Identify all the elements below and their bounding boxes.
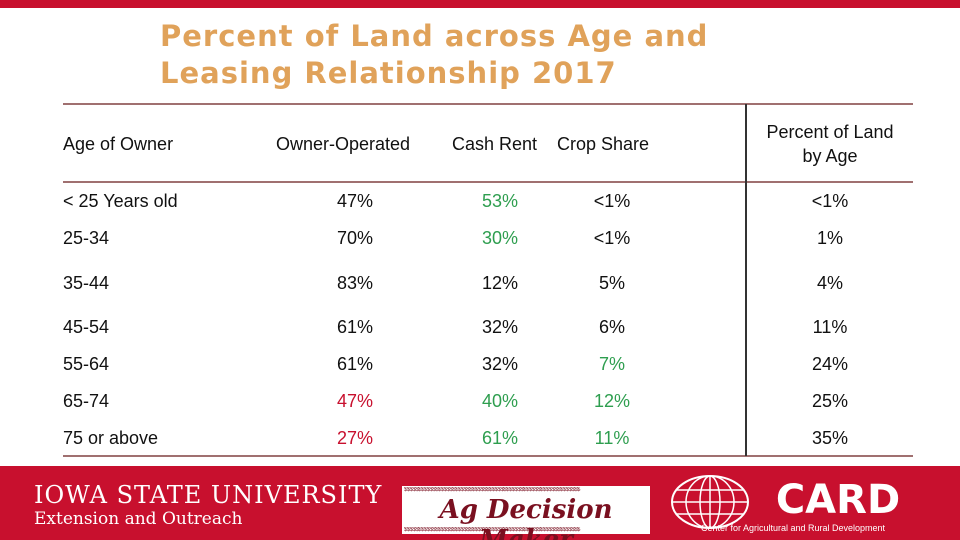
isu-logo-name: IOWA STATE UNIVERSITY xyxy=(34,481,383,509)
slide-title-line-2: Leasing Relationship 2017 xyxy=(160,56,617,90)
cell-owner-operated: 47% xyxy=(336,191,374,211)
cell-owner-operated: 61% xyxy=(336,354,374,374)
isu-logo-unit: Extension and Outreach xyxy=(34,509,243,529)
cell-owner-operated: 61% xyxy=(336,317,374,337)
table-header-rule xyxy=(63,181,913,183)
cell-percent-of-land: 25% xyxy=(811,391,849,411)
card-logo-name: CARD xyxy=(775,477,901,523)
table-top-rule xyxy=(63,103,913,105)
cell-owner-operated: 47% xyxy=(336,391,374,411)
cell-cash-rent: 32% xyxy=(481,354,519,374)
table-row: 25-34 70% 30% <1% 1% xyxy=(0,223,960,253)
cell-owner-operated: 27% xyxy=(336,428,374,448)
table-row: < 25 Years old 47% 53% <1% <1% xyxy=(0,186,960,216)
cell-cash-rent: 40% xyxy=(481,391,519,411)
header-percent-of-land-line-2: by Age xyxy=(802,146,858,166)
header-owner-operated: Owner-Operated xyxy=(276,134,411,154)
cell-crop-share: <1% xyxy=(593,228,631,248)
cell-crop-share: 5% xyxy=(598,273,625,293)
isu-logo: IOWA STATE UNIVERSITY Extension and Outr… xyxy=(34,482,382,530)
cell-cash-rent: 61% xyxy=(481,428,519,448)
table-bottom-rule xyxy=(63,455,913,457)
cell-cash-rent: 32% xyxy=(481,317,519,337)
slide-title: Percent of Land across Age and Leasing R… xyxy=(160,18,860,92)
dollar-pattern-top: $$$$$$$$$$$$$$$$$$$$$$$$$$$$$$$$$$$$$$$$… xyxy=(404,487,580,493)
cell-age: 35-44 xyxy=(63,273,110,293)
cell-percent-of-land: 24% xyxy=(811,354,849,374)
cell-age: < 25 Years old xyxy=(63,191,178,211)
cell-cash-rent: 12% xyxy=(481,273,519,293)
cell-percent-of-land: 35% xyxy=(811,428,849,448)
table-row: 55-64 61% 32% 7% 24% xyxy=(0,349,960,379)
header-percent-of-land: Percent of Land by Age xyxy=(750,120,910,168)
footer-banner: IOWA STATE UNIVERSITY Extension and Outr… xyxy=(0,466,960,540)
cell-crop-share: 6% xyxy=(598,317,625,337)
table-column-divider xyxy=(745,104,747,456)
globe-icon xyxy=(671,475,749,529)
cell-age: 45-54 xyxy=(63,317,110,337)
cell-age: 65-74 xyxy=(63,391,110,411)
cell-owner-operated: 70% xyxy=(336,228,374,248)
cell-percent-of-land: 1% xyxy=(816,228,843,248)
table-row: 75 or above 27% 61% 11% 35% xyxy=(0,423,960,453)
cell-percent-of-land: <1% xyxy=(811,191,849,211)
cell-owner-operated: 83% xyxy=(336,273,374,293)
cell-percent-of-land: 11% xyxy=(812,317,848,337)
cell-age: 75 or above xyxy=(63,428,159,448)
header-percent-of-land-line-1: Percent of Land xyxy=(766,122,894,142)
cell-crop-share: 7% xyxy=(598,354,625,374)
card-logo-subtitle: Center for Agricultural and Rural Develo… xyxy=(700,523,886,533)
cell-cash-rent: 30% xyxy=(481,228,519,248)
top-accent-bar xyxy=(0,0,960,8)
header-cash-rent: Cash Rent xyxy=(452,134,538,154)
cell-crop-share: 12% xyxy=(593,391,631,411)
ag-decision-maker-text: Ag Decision Maker xyxy=(439,495,613,540)
table-row: 65-74 47% 40% 12% 25% xyxy=(0,386,960,416)
cell-crop-share: <1% xyxy=(593,191,631,211)
cell-crop-share: 11% xyxy=(594,428,630,448)
cell-cash-rent: 53% xyxy=(481,191,519,211)
cell-age: 55-64 xyxy=(63,354,110,374)
table-row: 45-54 61% 32% 6% 11% xyxy=(0,312,960,342)
cell-percent-of-land: 4% xyxy=(816,273,843,293)
table-row: 35-44 83% 12% 5% 4% xyxy=(0,268,960,298)
cell-age: 25-34 xyxy=(63,228,110,248)
header-crop-share: Crop Share xyxy=(557,134,650,154)
header-age-of-owner: Age of Owner xyxy=(63,134,174,154)
slide-title-line-1: Percent of Land across Age and xyxy=(160,19,709,53)
ag-decision-maker-logo: $$$$$$$$$$$$$$$$$$$$$$$$$$$$$$$$$$$$$$$$… xyxy=(402,486,650,540)
dollar-pattern-bottom: $$$$$$$$$$$$$$$$$$$$$$$$$$$$$$$$$$$$$$$$… xyxy=(404,527,580,533)
